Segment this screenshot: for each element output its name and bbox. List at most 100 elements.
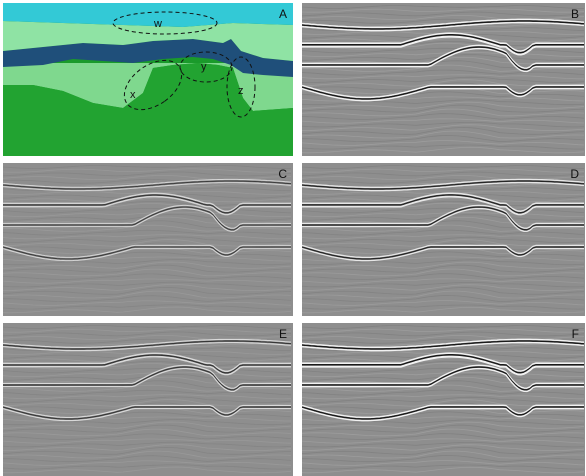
- seismic-trace: [302, 207, 585, 214]
- seismic-horizon: [302, 84, 584, 99]
- seismic-image: [3, 323, 293, 476]
- seismic-horizon: [3, 368, 291, 392]
- seismic-trace: [302, 399, 585, 407]
- seismic-trace: [3, 331, 292, 337]
- seismic-horizon: [302, 34, 584, 54]
- panel-a-model: w x y z A: [3, 3, 293, 156]
- seismic-horizon: [302, 18, 585, 29]
- seismic-trace: [3, 389, 292, 396]
- seismic-trace: [3, 256, 291, 262]
- seismic-trace: [302, 421, 585, 429]
- seismic-trace: [302, 146, 585, 154]
- seismic-horizon: [3, 178, 292, 188]
- seismic-trace: [302, 118, 585, 124]
- seismic-trace: [3, 208, 292, 214]
- seismic-image: [302, 3, 585, 156]
- seismic-trace: [302, 287, 585, 295]
- panel-d-label: D: [570, 167, 579, 181]
- seismic-trace: [302, 130, 585, 139]
- seismic-trace: [3, 464, 292, 470]
- seismic-trace: [3, 396, 292, 403]
- light-green-layer: [3, 21, 293, 61]
- seismic-trace: [3, 278, 292, 284]
- seismic-horizon: [3, 248, 291, 262]
- seismic-trace: [302, 47, 585, 54]
- seismic-horizon: [302, 352, 584, 373]
- seismic-trace: [3, 168, 292, 173]
- panel-b-label: B: [570, 7, 579, 21]
- seismic-trace: [3, 242, 292, 251]
- seismic-trace: [3, 402, 292, 411]
- seismic-horizon: [3, 406, 291, 420]
- seismic-horizon: [302, 20, 585, 30]
- dark-blue-layer: [3, 39, 293, 77]
- seismic-trace: [3, 460, 292, 466]
- seismic-horizon: [302, 206, 584, 231]
- seismic-trace: [3, 295, 292, 303]
- dark-green-body: [3, 63, 293, 156]
- seismic-horizon: [302, 247, 584, 262]
- seismic-trace: [3, 224, 292, 232]
- seismic-trace: [302, 96, 585, 102]
- seismic-trace: [3, 261, 292, 269]
- seismic-horizon: [302, 204, 584, 229]
- seismic-trace: [3, 234, 292, 240]
- seismic-horizon: [302, 47, 584, 73]
- seismic-trace: [3, 281, 292, 288]
- seismic-horizon: [302, 178, 585, 189]
- seismic-trace: [3, 371, 292, 377]
- seismic-horizon: [302, 21, 585, 32]
- seismic-horizon: [3, 204, 291, 229]
- seismic-trace: [302, 331, 585, 337]
- seismic-trace: [302, 236, 585, 243]
- seismic-trace: [302, 108, 585, 117]
- seismic-horizon: [302, 246, 584, 260]
- seismic-horizon: [3, 364, 291, 389]
- seismic-trace: [3, 416, 291, 422]
- seismic-trace: [302, 64, 585, 72]
- seismic-trace: [302, 282, 585, 288]
- seismic-horizon: [3, 182, 292, 192]
- seismic-trace: [3, 394, 292, 400]
- seismic-horizon: [302, 367, 584, 393]
- seismic-trace: [302, 442, 585, 448]
- seismic-trace: [302, 450, 585, 459]
- seismic-horizon: [302, 180, 585, 190]
- seismic-image: [302, 163, 585, 316]
- seismic-trace: [302, 127, 585, 135]
- seismic-trace: [302, 99, 585, 106]
- seismic-horizon: [302, 195, 584, 216]
- seismic-horizon: [3, 408, 291, 422]
- seismic-trace: [302, 8, 585, 13]
- seismic-trace: [302, 328, 585, 333]
- seismic-trace: [302, 82, 585, 91]
- seismic-horizon: [302, 192, 584, 213]
- seismic-trace: [302, 124, 585, 131]
- seismic-trace: [302, 140, 585, 146]
- seismic-trace: [302, 273, 585, 280]
- seismic-trace: [3, 171, 292, 177]
- panel-e-label: E: [278, 327, 287, 341]
- seismic-horizon: [3, 206, 291, 231]
- seismic-horizon: [3, 340, 292, 350]
- seismic-trace: [302, 300, 585, 306]
- seismic-horizon: [302, 244, 584, 259]
- seismic-trace: [3, 286, 292, 295]
- seismic-horizon: [302, 340, 585, 350]
- seismic-trace: [302, 384, 585, 392]
- seismic-trace: [3, 368, 292, 374]
- seismic-trace: [3, 450, 292, 459]
- seismic-horizon: [302, 407, 584, 422]
- seismic-horizon: [302, 35, 584, 56]
- seismic-horizon: [302, 44, 584, 69]
- model-image: w x y z: [3, 3, 293, 156]
- seismic-horizon: [302, 86, 584, 100]
- seismic-horizon: [3, 338, 292, 348]
- seismic-trace: [302, 416, 585, 422]
- seismic-trace: [3, 236, 292, 243]
- seismic-trace: [302, 251, 585, 258]
- seismic-horizon: [3, 194, 291, 214]
- seismic-trace: [3, 411, 292, 418]
- seismic-trace: [3, 328, 292, 333]
- seismic-trace: [3, 229, 292, 236]
